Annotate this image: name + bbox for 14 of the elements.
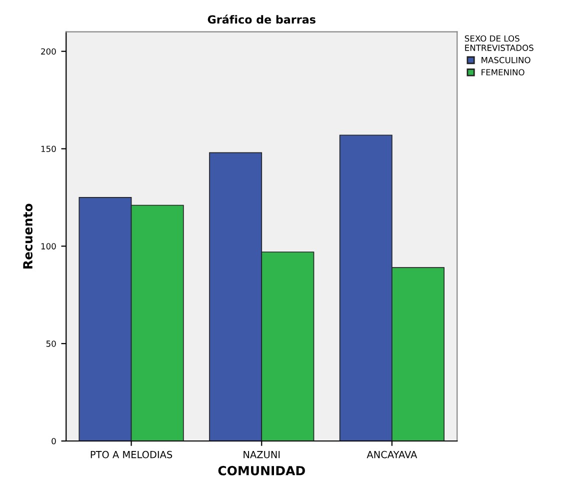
x-tick-label: NAZUNI [244, 451, 280, 458]
x-tick-label: PTO A MELODIAS [90, 450, 172, 458]
y-tick-label: 0 [52, 438, 56, 444]
legend-label: FEMENINO [482, 69, 524, 76]
y-tick-label: 150 [41, 146, 56, 152]
y-tick-label: 100 [41, 243, 56, 250]
legend-label: MASCULINO [482, 56, 530, 64]
y-tick-label: 50 [46, 340, 56, 347]
y-tick-label: 200 [41, 48, 56, 55]
y-axis-title: Recuento [23, 204, 33, 268]
chart-title: Gráfico de barras [208, 14, 316, 24]
x-axis-title: COMUNIDAD [218, 466, 305, 476]
x-tick-label: ANCAYAVA [366, 450, 418, 458]
legend-title: SEXO DE LOS ENTREVISTADOS [464, 35, 534, 51]
